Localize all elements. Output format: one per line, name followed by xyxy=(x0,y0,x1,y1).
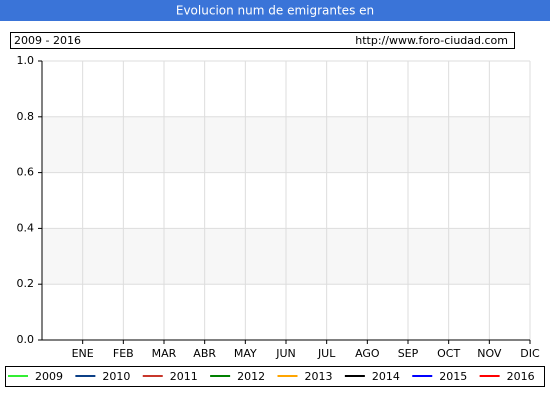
x-tick-label: AGO xyxy=(355,347,380,360)
y-tick-label: 0.6 xyxy=(17,166,35,179)
x-tick-label: SEP xyxy=(398,347,419,360)
chart-title: Evolucion num de emigrantes en xyxy=(176,4,374,18)
x-tick-label: MAR xyxy=(152,347,177,360)
y-tick-label: 0.2 xyxy=(17,277,35,290)
subtitle: 2009 - 2016 xyxy=(14,34,81,47)
source: http://www.foro-ciudad.com xyxy=(355,34,508,47)
legend-label: 2012 xyxy=(237,370,265,383)
legend-label: 2015 xyxy=(439,370,467,383)
x-tick-label: MAY xyxy=(234,347,257,360)
x-tick-label: ABR xyxy=(193,347,216,360)
x-tick-label: JUN xyxy=(275,347,296,360)
y-tick-label: 1.0 xyxy=(17,54,35,67)
title-bar xyxy=(0,0,550,21)
subtitle-box xyxy=(10,32,515,49)
y-tick-label: 0.0 xyxy=(17,333,35,346)
legend-label: 2014 xyxy=(372,370,400,383)
y-tick-label: 0.4 xyxy=(17,221,35,234)
x-tick-label: OCT xyxy=(437,347,460,360)
x-tick-label: NOV xyxy=(477,347,502,360)
legend-label: 2011 xyxy=(170,370,198,383)
x-tick-label: ENE xyxy=(72,347,94,360)
x-tick-label: DIC xyxy=(520,347,540,360)
legend xyxy=(5,366,545,387)
legend-label: 2016 xyxy=(507,370,535,383)
legend-label: 2010 xyxy=(102,370,130,383)
legend-label: 2013 xyxy=(305,370,333,383)
x-tick-label: JUL xyxy=(317,347,336,360)
x-tick-label: FEB xyxy=(113,347,134,360)
legend-label: 2009 xyxy=(35,370,63,383)
y-tick-label: 0.8 xyxy=(17,110,35,123)
